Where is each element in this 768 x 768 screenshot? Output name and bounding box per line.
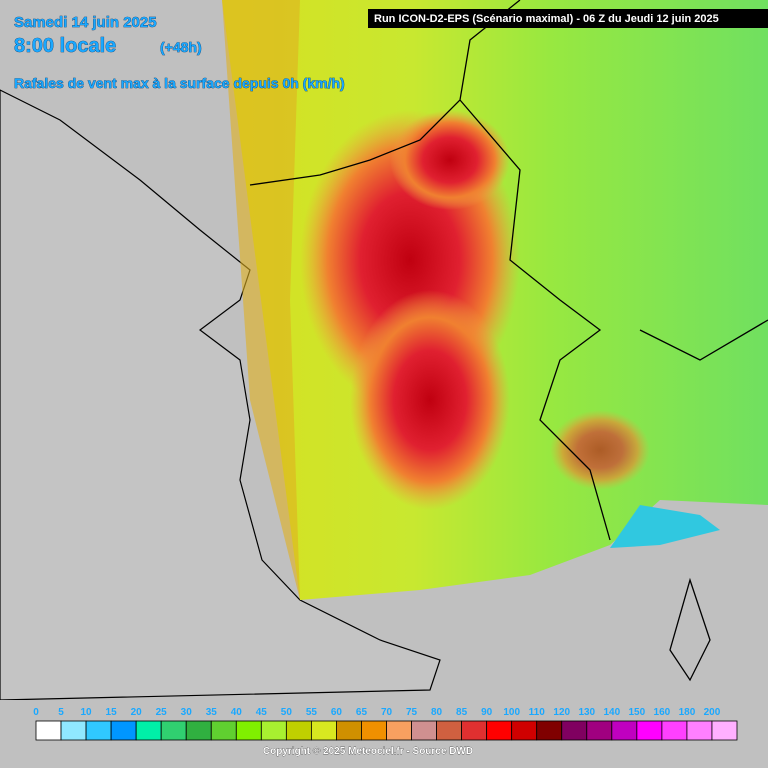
legend-swatch (661, 720, 688, 741)
legend-swatch (35, 720, 62, 741)
legend-label: 80 (431, 707, 443, 718)
storm-area (550, 410, 650, 490)
legend-label: 130 (578, 707, 595, 718)
legend-swatch (160, 720, 187, 741)
legend-label: 160 (654, 707, 671, 718)
lead-time: (+48h) (160, 39, 202, 55)
legend-label: 60 (331, 707, 343, 718)
legend-swatch (686, 720, 713, 741)
legend-swatch (285, 720, 312, 741)
legend-label: 140 (603, 707, 620, 718)
legend-swatch (235, 720, 262, 741)
time: 8:00 locale (14, 35, 116, 57)
legend-label: 200 (704, 707, 721, 718)
legend-swatch (586, 720, 613, 741)
borders (249, 0, 768, 682)
legend-swatch (210, 720, 237, 741)
legend-swatch (561, 720, 588, 741)
legend-swatch (636, 720, 663, 741)
domain-edge (222, 0, 300, 600)
legend-label: 100 (503, 707, 520, 718)
legend-swatch (110, 720, 137, 741)
legend-label: 180 (679, 707, 696, 718)
legend-label: 25 (156, 707, 168, 718)
legend-label: 110 (529, 707, 546, 718)
legend-label: 55 (306, 707, 318, 718)
legend-label: 5 (58, 707, 64, 718)
legend-swatch (85, 720, 112, 741)
legend-swatch (185, 720, 212, 741)
legend-label: 35 (206, 707, 218, 718)
legend-label: 20 (131, 707, 143, 718)
legend-label: 30 (181, 707, 193, 718)
legend-swatch (511, 720, 538, 741)
legend-swatch (411, 720, 437, 741)
legend-label: 50 (281, 707, 293, 718)
legend-swatch (260, 720, 287, 741)
legend-swatch (461, 720, 488, 741)
coastline (0, 89, 441, 701)
legend-swatch (386, 720, 412, 741)
date: Samedi 14 juin 2025 (14, 14, 157, 31)
legend-label: 40 (231, 707, 243, 718)
legend-label: 70 (381, 707, 393, 718)
storm-area (390, 110, 510, 210)
legend-swatch (486, 720, 513, 741)
legend-label: 120 (553, 707, 570, 718)
legend-swatch (611, 720, 638, 741)
legend-swatch (60, 720, 87, 741)
storm-area (350, 290, 510, 510)
legend-swatch (711, 720, 738, 741)
legend-label: 65 (356, 707, 368, 718)
legend-label: 0 (33, 707, 39, 718)
legend-swatch (135, 720, 162, 741)
run-info: Run ICON-D2-EPS (Scénario maximal) - 06 … (374, 13, 719, 25)
legend-swatch (436, 720, 463, 741)
legend-swatch (336, 720, 362, 741)
legend-label: 45 (256, 707, 268, 718)
legend-label: 90 (481, 707, 493, 718)
legend-swatch (361, 720, 387, 741)
legend: 0 5 10 15 20 25 30 35 40 45 50 55 60 65 70 75 80 85 90 100 1… (33, 707, 738, 741)
sea-area (610, 505, 720, 548)
legend-label: 85 (456, 707, 468, 718)
copyright: Copyright © 2025 Meteociel.fr - Source D… (263, 746, 473, 757)
run-info-box (368, 9, 768, 28)
legend-label: 150 (629, 707, 646, 718)
legend-label: 15 (106, 707, 118, 718)
legend-label: 10 (81, 707, 93, 718)
legend-label: 75 (406, 707, 418, 718)
legend-swatch (310, 720, 337, 741)
subtitle: Rafales de vent max à la surface depuis … (14, 75, 345, 91)
legend-swatch (536, 720, 563, 741)
